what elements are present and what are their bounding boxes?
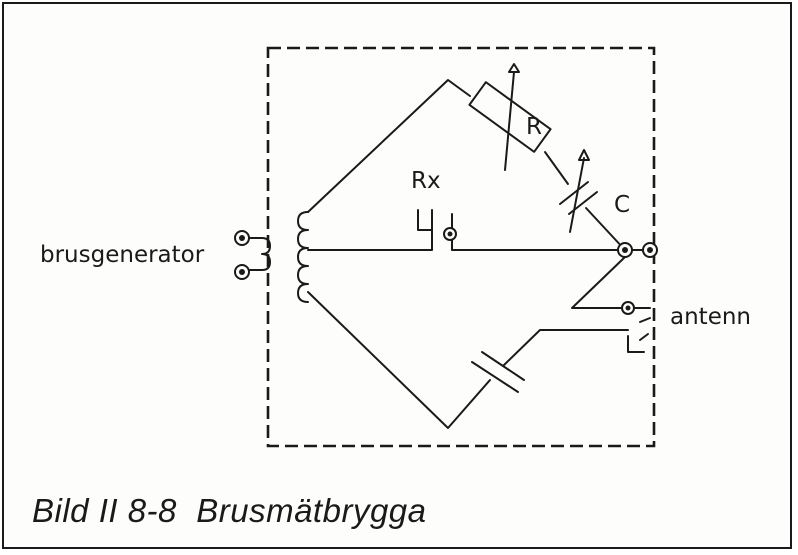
antenna-connector[interactable] <box>621 301 651 353</box>
center-to-right-wire <box>451 231 626 251</box>
enclosure-box <box>266 46 656 448</box>
return-zigzag-wire <box>571 256 626 309</box>
figure-frame <box>2 2 792 549</box>
r-label: R <box>526 114 542 140</box>
center-tap-wire <box>307 231 433 251</box>
secondary-coil <box>297 211 309 303</box>
primary-coil <box>247 237 271 271</box>
rx-connector[interactable] <box>417 209 457 241</box>
rx-label: Rx <box>411 168 441 194</box>
c-label: C <box>614 192 630 218</box>
antenna-label: antenn <box>670 304 751 330</box>
variable-capacitor-c[interactable] <box>559 149 598 233</box>
variable-resistor-r[interactable] <box>468 63 552 171</box>
figure-caption: Bild II 8-8 Brusmätbrygga <box>32 492 427 529</box>
generator-label: brusgenerator <box>40 242 205 268</box>
bridge-arm-upper-left <box>307 79 471 213</box>
fixed-capacitor <box>471 351 525 393</box>
resistor-to-capacitor-wire <box>544 151 569 185</box>
bridge-arm-lower-left <box>307 291 491 429</box>
capacitor-to-node-wire <box>585 207 626 251</box>
capacitor-to-antenna-wire <box>502 329 629 367</box>
